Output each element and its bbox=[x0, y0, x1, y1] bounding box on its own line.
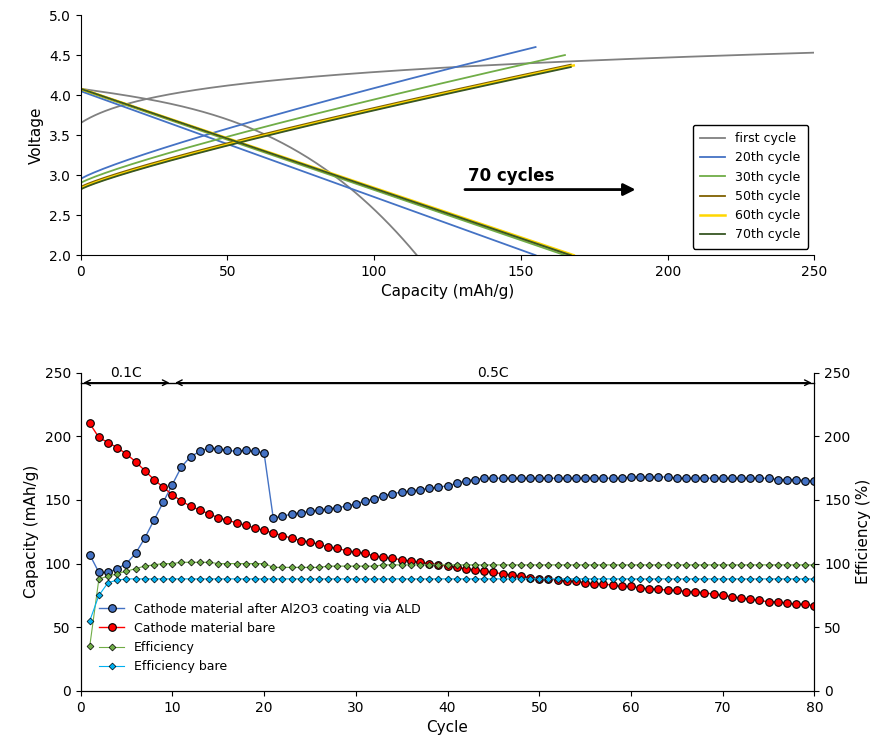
Cathode material bare bbox=[579, 578, 590, 587]
Legend: Cathode material after Al2O3 coating via ALD, Cathode material bare, Efficiency,: Cathode material after Al2O3 coating via… bbox=[94, 598, 426, 678]
Text: 70 cycles: 70 cycles bbox=[468, 167, 553, 185]
Efficiency bbox=[176, 558, 187, 567]
Line: Efficiency: Efficiency bbox=[88, 559, 816, 649]
Efficiency bbox=[735, 560, 746, 569]
Efficiency bbox=[524, 560, 535, 569]
Cathode material after Al2O3 coating via ALD bbox=[570, 474, 581, 483]
Efficiency bare bbox=[588, 575, 599, 584]
Efficiency bare bbox=[524, 575, 535, 584]
Cathode material bare bbox=[84, 419, 95, 428]
Cathode material after Al2O3 coating via ALD bbox=[84, 550, 95, 559]
Cathode material bare bbox=[405, 556, 416, 566]
Efficiency bbox=[588, 560, 599, 569]
Efficiency bare bbox=[414, 575, 425, 584]
Cathode material after Al2O3 coating via ALD bbox=[597, 474, 608, 483]
Efficiency bbox=[414, 560, 425, 569]
Efficiency bbox=[533, 560, 544, 569]
Efficiency bare bbox=[735, 575, 746, 584]
Cathode material bare bbox=[524, 573, 535, 582]
Cathode material after Al2O3 coating via ALD bbox=[744, 474, 755, 483]
Cathode material after Al2O3 coating via ALD bbox=[808, 476, 819, 485]
Cathode material after Al2O3 coating via ALD bbox=[533, 474, 544, 483]
Cathode material bare bbox=[552, 575, 562, 584]
Y-axis label: Capacity (mAh/g): Capacity (mAh/g) bbox=[24, 465, 38, 599]
Cathode material after Al2O3 coating via ALD bbox=[204, 443, 215, 452]
Efficiency bare bbox=[561, 575, 571, 584]
X-axis label: Capacity (mAh/g): Capacity (mAh/g) bbox=[381, 285, 513, 300]
Efficiency bare bbox=[808, 575, 819, 584]
Efficiency bbox=[84, 642, 95, 651]
Efficiency bbox=[561, 560, 571, 569]
Line: Cathode material bare: Cathode material bare bbox=[86, 420, 817, 609]
Cathode material bare bbox=[515, 572, 526, 581]
Efficiency bare bbox=[84, 617, 95, 626]
Cathode material bare bbox=[726, 593, 737, 602]
X-axis label: Cycle: Cycle bbox=[426, 720, 468, 735]
Cathode material after Al2O3 coating via ALD bbox=[424, 484, 434, 493]
Efficiency bare bbox=[533, 575, 544, 584]
Cathode material after Al2O3 coating via ALD bbox=[543, 474, 553, 483]
Legend: first cycle, 20th cycle, 30th cycle, 50th cycle, 60th cycle, 70th cycle: first cycle, 20th cycle, 30th cycle, 50t… bbox=[692, 125, 807, 249]
Cathode material bare bbox=[808, 601, 819, 610]
Y-axis label: Voltage: Voltage bbox=[29, 107, 43, 164]
Efficiency bbox=[808, 560, 819, 569]
Cathode material after Al2O3 coating via ALD bbox=[93, 568, 104, 577]
Text: 0.5C: 0.5C bbox=[477, 366, 509, 380]
Line: Efficiency bare: Efficiency bare bbox=[88, 577, 816, 623]
Efficiency bare bbox=[121, 575, 131, 584]
Y-axis label: Efficiency (%): Efficiency (%) bbox=[856, 479, 870, 584]
Text: 0.1C: 0.1C bbox=[111, 366, 142, 380]
Line: Cathode material after Al2O3 coating via ALD: Cathode material after Al2O3 coating via… bbox=[86, 444, 817, 576]
